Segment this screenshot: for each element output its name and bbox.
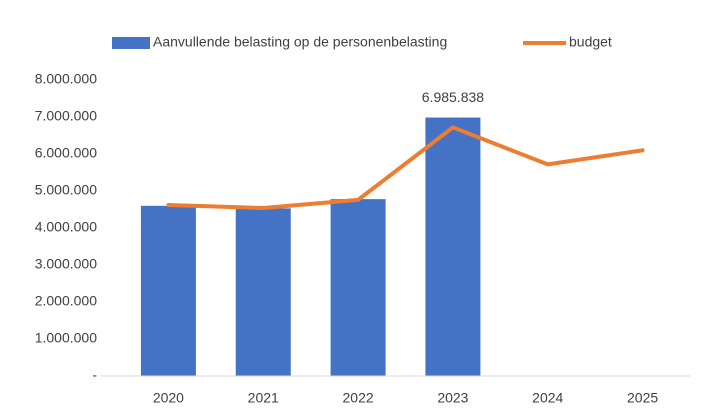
y-tick-label: 3.000.000 — [35, 256, 97, 272]
x-tick-label: 2025 — [627, 390, 658, 406]
data-label: 6.985.838 — [422, 89, 484, 105]
y-tick-label: - — [92, 367, 97, 383]
x-tick-label: 2023 — [437, 390, 468, 406]
bar — [330, 199, 386, 376]
y-tick-label: 6.000.000 — [35, 145, 97, 161]
x-tick-label: 2022 — [343, 390, 374, 406]
bar — [425, 117, 481, 377]
line — [166, 125, 645, 211]
y-tick-label: 4.000.000 — [35, 219, 97, 235]
y-tick-label: 8.000.000 — [35, 71, 97, 87]
legend-swatch — [112, 37, 150, 49]
x-tick-label: 2021 — [248, 390, 279, 406]
bar — [140, 205, 196, 376]
bar — [235, 208, 291, 376]
y-tick-label: 1.000.000 — [35, 330, 97, 346]
x-tick-label: 2020 — [153, 390, 184, 406]
legend-label: budget — [569, 34, 612, 50]
legend-label: Aanvullende belasting op de personenbela… — [153, 34, 447, 50]
y-tick-label: 5.000.000 — [35, 182, 97, 198]
x-tick-label: 2024 — [532, 390, 563, 406]
y-tick-label: 7.000.000 — [35, 108, 97, 124]
y-tick-label: 2.000.000 — [35, 293, 97, 309]
